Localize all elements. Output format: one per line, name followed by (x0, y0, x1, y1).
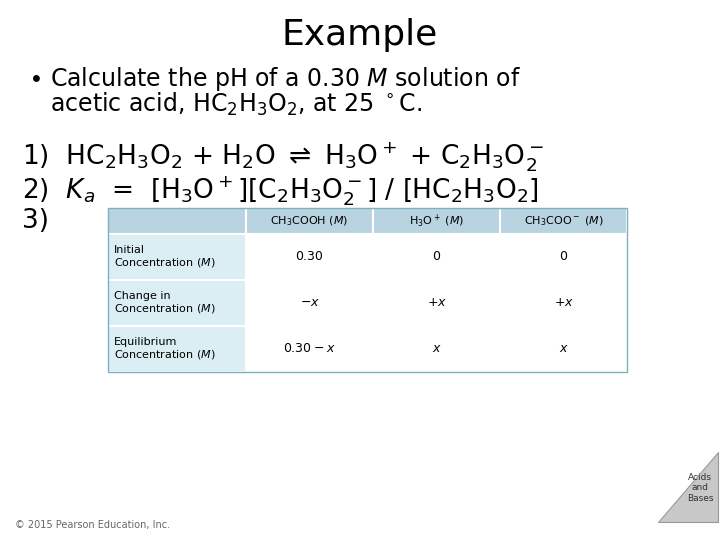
Text: Change in
Concentration ($\mathit{M}$): Change in Concentration ($\mathit{M}$) (114, 291, 215, 315)
Text: 2)  $\mathit{K}_a$  =  [H$_3$O$^+$][C$_2$H$_3$O$_2^-$] / [HC$_2$H$_3$O$_2$]: 2) $\mathit{K}_a$ = [H$_3$O$^+$][C$_2$H$… (22, 174, 539, 208)
Text: H$_3$O$^+$ ($\mathit{M}$): H$_3$O$^+$ ($\mathit{M}$) (409, 213, 464, 230)
Bar (246, 234, 373, 280)
Bar (246, 280, 373, 326)
Text: $-x$: $-x$ (300, 296, 320, 309)
Text: CH$_3$COOH ($\mathit{M}$): CH$_3$COOH ($\mathit{M}$) (271, 214, 348, 228)
Text: $\bullet$: $\bullet$ (28, 65, 41, 89)
Bar (373, 326, 500, 372)
Text: 1)  HC$_2$H$_3$O$_2$ + H$_2$O $\rightleftharpoons$ H$_3$O$^+$ + C$_2$H$_3$O$_2^-: 1) HC$_2$H$_3$O$_2$ + H$_2$O $\rightleft… (22, 140, 544, 174)
Text: $+x$: $+x$ (426, 296, 446, 309)
Text: 3): 3) (22, 208, 49, 234)
Text: $+x$: $+x$ (554, 296, 574, 309)
Text: $x$: $x$ (431, 342, 441, 355)
Bar (246, 208, 373, 234)
Text: © 2015 Pearson Education, Inc.: © 2015 Pearson Education, Inc. (15, 520, 170, 530)
Bar (500, 280, 627, 326)
Text: 0: 0 (433, 251, 441, 264)
Bar (108, 280, 246, 326)
Text: acetic acid, HC$_2$H$_3$O$_2$, at 25 $^\circ$C.: acetic acid, HC$_2$H$_3$O$_2$, at 25 $^\… (50, 91, 423, 118)
Bar (108, 326, 246, 372)
Text: $0.30 - x$: $0.30 - x$ (283, 342, 336, 355)
Text: Equilibrium
Concentration ($\mathit{M}$): Equilibrium Concentration ($\mathit{M}$) (114, 336, 215, 361)
Text: 0.30: 0.30 (296, 251, 323, 264)
Bar (246, 326, 373, 372)
Text: $x$: $x$ (559, 342, 568, 355)
Bar (500, 234, 627, 280)
Text: CH$_3$COO$^-$ ($\mathit{M}$): CH$_3$COO$^-$ ($\mathit{M}$) (523, 214, 603, 228)
Text: Example: Example (282, 18, 438, 52)
Text: Initial
Concentration ($\mathit{M}$): Initial Concentration ($\mathit{M}$) (114, 245, 215, 269)
Bar (108, 208, 627, 372)
Text: Calculate the pH of a 0.30 $\it{M}$ solution of: Calculate the pH of a 0.30 $\it{M}$ solu… (50, 65, 521, 93)
Bar (500, 326, 627, 372)
Bar (373, 280, 500, 326)
Bar (108, 234, 246, 280)
Bar (373, 234, 500, 280)
Bar (108, 208, 246, 234)
Text: 0: 0 (559, 251, 567, 264)
Text: Acids
and
Bases: Acids and Bases (687, 473, 714, 503)
Polygon shape (658, 452, 718, 522)
Bar (373, 208, 500, 234)
Bar (500, 208, 627, 234)
